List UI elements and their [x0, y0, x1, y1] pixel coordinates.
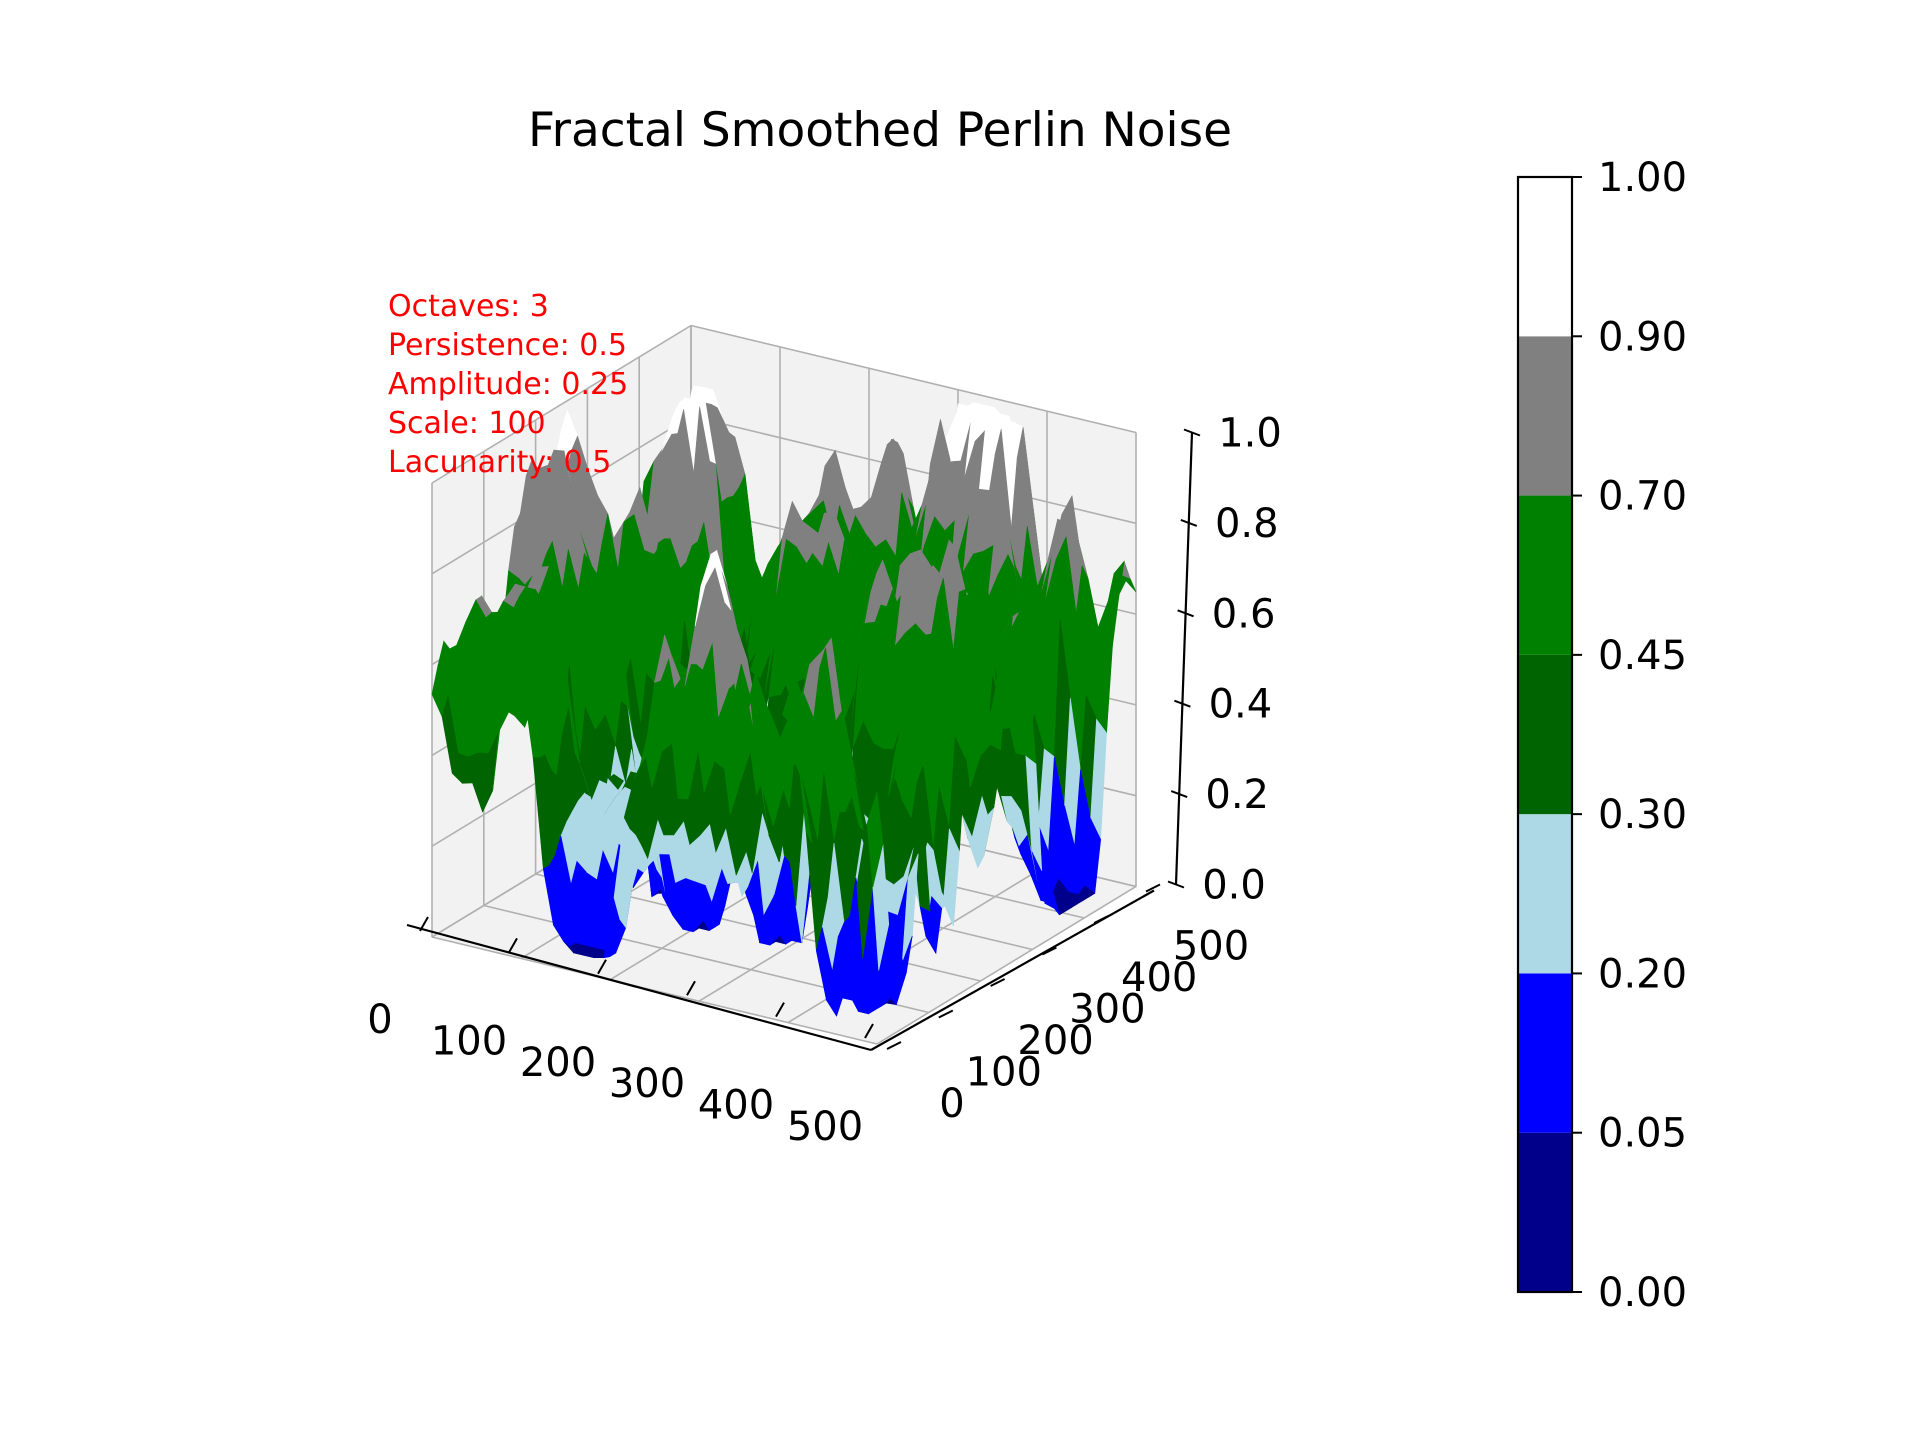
colorbar-segment: [1518, 336, 1572, 496]
z-tick-label: 0.0: [1202, 863, 1266, 909]
annotation-line: Octaves: 3: [388, 289, 549, 324]
x-tick-label: 500: [787, 1104, 863, 1150]
x-tick-label: 300: [609, 1061, 685, 1107]
grid-z-left: [431, 324, 692, 484]
y-tick-mark: [1145, 883, 1161, 893]
colorbar-segment: [1518, 973, 1572, 1133]
x-tick-label: 0: [367, 997, 392, 1043]
y-tick-label: 500: [1173, 924, 1249, 970]
y-tick-label: 0: [939, 1081, 964, 1127]
grid-y-floor: [431, 936, 878, 1045]
x-tick-label: 200: [520, 1040, 596, 1086]
y-tick-mark: [938, 1009, 954, 1019]
colorbar-tick-label: 0.90: [1598, 314, 1687, 360]
z-tick-label: 0.2: [1205, 772, 1269, 818]
x-axis-line: [406, 923, 872, 1052]
colorbar-tick-label: 0.05: [1598, 1111, 1687, 1157]
colorbar-frame: [1516, 175, 1574, 1294]
chart-title: Fractal Smoothed Perlin Noise: [528, 103, 1232, 158]
colorbar-tick-label: 0.00: [1598, 1270, 1687, 1316]
x-tick-mark: [864, 1023, 874, 1039]
parameter-annotation: Octaves: 3 Persistence: 0.5 Amplitude: 0.2…: [388, 289, 628, 480]
colorbar-segment: [1518, 1132, 1572, 1292]
x-tick-mark: [597, 959, 607, 975]
colorbar-segment: [1518, 814, 1572, 974]
z-tick-mark: [1180, 518, 1198, 527]
z-tick-mark: [1170, 790, 1188, 799]
annotation-line: Scale: 100: [388, 406, 546, 441]
grid-x-floor: [876, 885, 1137, 1045]
x-tick-mark: [686, 980, 696, 996]
colorbar-segment: [1518, 654, 1572, 815]
grid-z-right: [690, 324, 1137, 434]
x-tick-label: 400: [698, 1083, 774, 1129]
y-tick-mark: [886, 1041, 902, 1050]
surface-plot: [431, 385, 1137, 1017]
z-tick-label: 0.4: [1209, 682, 1273, 728]
x-tick-mark: [508, 937, 518, 953]
annotation-line: Amplitude: 0.25: [388, 367, 628, 402]
z-tick-mark: [1183, 428, 1201, 437]
z-tick-mark: [1167, 880, 1185, 889]
z-tick-mark: [1177, 609, 1194, 618]
annotation-line: Lacunarity: 0.5: [388, 445, 611, 480]
z-tick-mark: [1174, 699, 1191, 708]
tick-labels: 0 100 200 300 400 500 01002003004005000.00.20.…: [367, 411, 1282, 1151]
x-tick-label: 100: [431, 1018, 507, 1064]
y-tick-mark: [990, 978, 1006, 987]
z-tick-label: 0.6: [1212, 591, 1276, 637]
colorbar-segment: [1518, 177, 1572, 337]
grid-z-right: [690, 415, 1137, 525]
y-tick-label: 100: [966, 1050, 1042, 1096]
y-tick-mark: [1093, 915, 1109, 924]
y-tick-label: 400: [1121, 955, 1197, 1001]
colorbar-tick-label: 0.20: [1598, 951, 1687, 997]
y-tick-mark: [1041, 946, 1057, 956]
y-tick-label: 300: [1069, 987, 1145, 1033]
axis-lines: [406, 428, 1201, 1052]
y-tick-label: 200: [1017, 1018, 1093, 1064]
colorbar-tick-label: 0.45: [1598, 633, 1687, 679]
colorbar-tick-label: 0.70: [1598, 474, 1687, 520]
z-axis-line: [1174, 432, 1194, 885]
annotation-line: Persistence: 0.5: [388, 328, 627, 363]
z-tick-label: 0.8: [1215, 501, 1279, 547]
colorbar-tick-label: 0.30: [1598, 792, 1687, 838]
x-tick-mark: [419, 916, 429, 932]
x-tick-mark: [775, 1002, 785, 1018]
colorbar-tick-label: 1.00: [1598, 155, 1687, 201]
z-tick-label: 1.0: [1218, 411, 1282, 457]
colorbar: 0.00 0.05 0.20 0.30 0.45 0.70 0.90 1.00: [1516, 155, 1687, 1316]
surface-facet: [866, 791, 884, 888]
colorbar-segment: [1518, 495, 1572, 655]
